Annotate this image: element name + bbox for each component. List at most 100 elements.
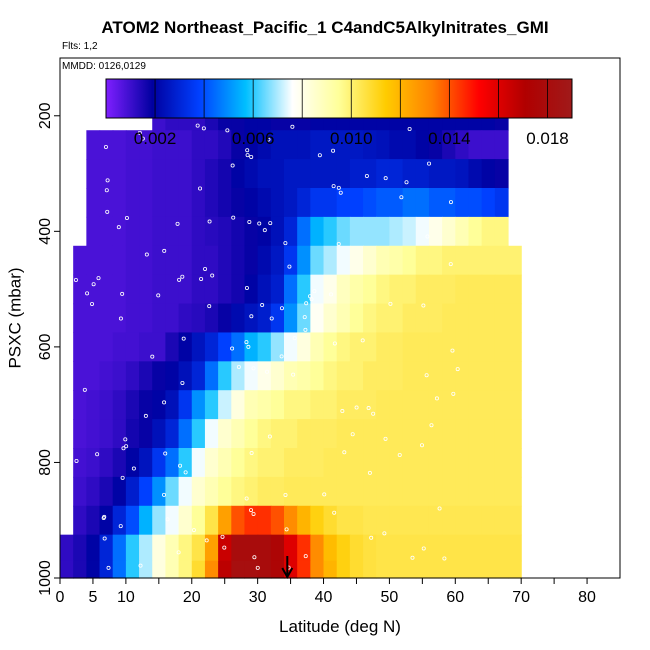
heatmap-cell (323, 560, 338, 579)
heatmap-cell (191, 390, 206, 420)
heatmap-cell (442, 361, 456, 391)
observation-point (332, 341, 337, 346)
heatmap-cell (244, 216, 259, 247)
heatmap-cell (297, 419, 311, 449)
heatmap-cell (244, 332, 259, 362)
heatmap-cell (481, 303, 496, 334)
observation-point (230, 163, 235, 168)
mmdd-label: MMDD: 0126,0129 (62, 61, 146, 72)
heatmap-cell (270, 419, 285, 449)
heatmap-cell (494, 274, 509, 305)
heatmap-cell (389, 188, 404, 218)
heatmap-cell (218, 560, 232, 579)
heatmap-cell (336, 245, 351, 276)
heatmap-cell (428, 274, 443, 305)
heatmap-cell (178, 476, 193, 507)
heatmap-cell (270, 361, 285, 391)
heatmap-cell (297, 505, 311, 536)
heatmap-cell (349, 419, 364, 449)
heatmap-cell (481, 560, 496, 579)
observation-point (124, 215, 129, 220)
heatmap-cell (297, 560, 311, 579)
observation-point (101, 515, 106, 520)
heatmap-cell (508, 390, 522, 420)
heatmap-cell (297, 216, 311, 247)
heatmap-cell (481, 245, 496, 276)
heatmap-cell (112, 188, 127, 218)
observation-point (279, 354, 284, 359)
observation-point (177, 277, 182, 282)
heatmap-cell (442, 159, 456, 189)
heatmap-cell (428, 390, 443, 420)
heatmap-cell (60, 560, 74, 579)
observation-point (350, 432, 355, 437)
observation-point (265, 369, 270, 374)
heatmap-cell (376, 188, 391, 218)
observation-point (442, 556, 447, 561)
heatmap-cell (86, 505, 101, 536)
heatmap-cell (415, 274, 430, 305)
heatmap-cell (270, 274, 285, 305)
observation-point (249, 508, 254, 513)
heatmap-cell (112, 216, 127, 247)
heatmap-cell (257, 419, 272, 449)
heatmap-cell (218, 448, 232, 478)
heatmap-cell (376, 332, 391, 362)
observation-point (399, 195, 404, 200)
heatmap-cell (270, 534, 285, 562)
heatmap-cell (165, 188, 180, 218)
y-axis: 200 400 600 800 1000 (37, 102, 60, 596)
heatmap-cell (231, 390, 246, 420)
heatmap-cell (297, 361, 311, 391)
heatmap-cell (270, 560, 285, 579)
heatmap-cell (73, 505, 87, 536)
observation-point (354, 405, 359, 410)
observation-point (338, 190, 343, 195)
heatmap-cell (284, 274, 298, 305)
heatmap-cell (244, 188, 259, 218)
heatmap-cell (191, 159, 206, 189)
observation-point (201, 126, 206, 131)
heatmap-cell (455, 303, 470, 334)
heatmap-cell (508, 534, 522, 562)
heatmap-cell (455, 274, 470, 305)
heatmap-cell (152, 505, 167, 536)
heatmap-cell (415, 216, 430, 247)
observation-point (383, 176, 388, 181)
observation-point (144, 252, 149, 257)
heatmap-cell (428, 476, 443, 507)
observation-point (180, 380, 185, 385)
observation-point (388, 301, 393, 306)
observation-point (329, 292, 334, 297)
heatmap-cell (152, 419, 167, 449)
heatmap-cell (284, 130, 298, 160)
heatmap-cell (389, 130, 404, 160)
heatmap-cell (152, 476, 167, 507)
colorbar-tick-label: 0.002 (134, 129, 177, 148)
heatmap-cell (178, 361, 193, 391)
observation-point (455, 367, 460, 372)
heatmap-cell (218, 303, 232, 334)
heatmap-cell (389, 332, 404, 362)
heatmap-cell (310, 303, 325, 334)
heatmap-cell (218, 390, 232, 420)
heatmap-cell (468, 476, 483, 507)
observation-point (427, 161, 432, 166)
observation-point (105, 209, 110, 214)
heatmap-cell (468, 560, 483, 579)
heatmap-cell (139, 303, 153, 334)
heatmap-cell (73, 534, 87, 562)
heatmap-cell (494, 130, 509, 160)
heatmap-cell (125, 361, 140, 391)
observation-point (336, 241, 341, 246)
observation-point (448, 200, 453, 205)
heatmap-cell (349, 303, 364, 334)
heatmap-cell (270, 130, 285, 160)
observation-point (244, 340, 249, 345)
observation-point (421, 303, 426, 308)
heatmap-cell (468, 332, 483, 362)
heatmap-cell (336, 159, 351, 189)
heatmap-cell (455, 159, 470, 189)
heatmap-cell (125, 448, 140, 478)
observation-point (421, 546, 426, 551)
